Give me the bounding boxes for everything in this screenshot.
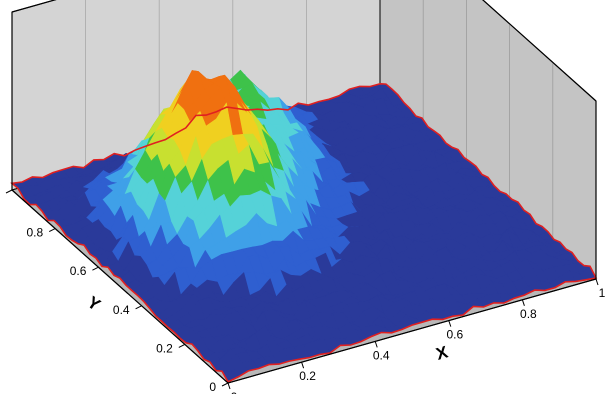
- y-tick-mark: [135, 305, 142, 310]
- y-axis-ticks: 00.20.40.60.81: [0, 187, 229, 394]
- y-tick-label: 0: [209, 380, 216, 394]
- surface-mesh: [10, 69, 598, 383]
- y-tick-label: 0.6: [70, 264, 87, 278]
- surface-boundary: [10, 82, 598, 383]
- x-tick-label: 0.4: [373, 348, 390, 362]
- y-tick-mark: [221, 382, 229, 387]
- x-tick-mark: [374, 341, 378, 348]
- x-axis-ticks: 0 0.2 0.4 0.6 0.8 1: [227, 278, 606, 394]
- y-tick-mark: [92, 266, 99, 271]
- box-top-edge: [11, 0, 597, 102]
- y-axis-title: Y: [84, 293, 105, 315]
- x-tick-label: 1: [599, 286, 606, 300]
- y-tick-label: 0.4: [113, 303, 130, 317]
- y-tick-label: 0.8: [27, 226, 44, 240]
- x-tick-label: 0.8: [520, 307, 537, 321]
- x-tick-label: 0.2: [299, 369, 316, 383]
- x-tick-mark: [227, 382, 231, 390]
- x-tick-mark: [595, 278, 599, 286]
- x-tick-mark: [521, 299, 525, 306]
- y-tick-mark: [178, 343, 186, 348]
- y-tick-mark: [5, 189, 13, 194]
- y-tick-mark: [48, 228, 56, 233]
- y-tick-label: 0.2: [156, 341, 173, 355]
- x-tick-mark: [301, 362, 305, 369]
- x-tick-label: 0.6: [446, 328, 463, 342]
- x-tick-mark: [448, 320, 452, 327]
- x-axis-title: X: [434, 342, 451, 364]
- x-tick-label: 0: [231, 390, 238, 394]
